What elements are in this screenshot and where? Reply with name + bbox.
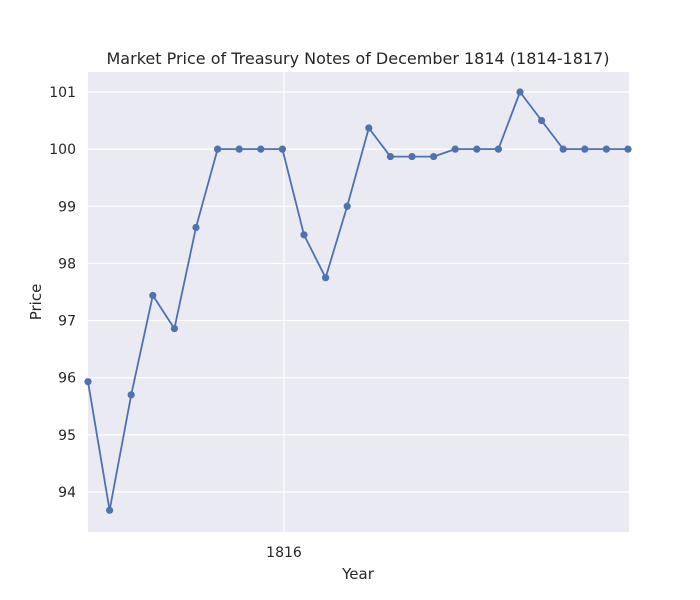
data-point xyxy=(278,145,286,153)
plot-background xyxy=(88,72,629,532)
data-point xyxy=(602,145,611,153)
series-line xyxy=(87,91,628,512)
axis-ticks: 94 95 96 97 98 99 100 101 1816 xyxy=(49,85,302,561)
data-point xyxy=(127,391,135,399)
x-axis-label: Year xyxy=(341,565,375,583)
y-tick-label: 99 xyxy=(58,199,76,215)
data-point xyxy=(365,124,373,132)
data-point xyxy=(170,324,178,333)
x-tick-label: 1816 xyxy=(266,545,302,561)
y-tick-label: 96 xyxy=(58,371,76,387)
data-point xyxy=(624,145,632,153)
y-tick-label: 100 xyxy=(49,142,76,158)
y-tick-label: 98 xyxy=(58,256,76,272)
data-point xyxy=(192,223,200,232)
data-point xyxy=(408,152,416,161)
data-point xyxy=(343,202,351,210)
data-point xyxy=(322,274,330,282)
y-axis-label: Price xyxy=(27,284,45,321)
data-point xyxy=(149,291,157,300)
data-point xyxy=(538,116,546,125)
y-tick-label: 94 xyxy=(58,485,76,501)
grid-lines xyxy=(88,72,629,532)
data-point xyxy=(386,152,394,161)
data-point xyxy=(451,145,459,153)
data-point xyxy=(257,145,265,153)
data-point xyxy=(214,145,222,153)
data-point xyxy=(559,145,567,153)
chart-title: Market Price of Treasury Notes of Decemb… xyxy=(107,49,610,68)
data-point xyxy=(430,152,438,161)
data-point xyxy=(235,145,243,153)
data-series xyxy=(84,88,632,514)
y-tick-label: 95 xyxy=(58,428,76,444)
data-point xyxy=(516,88,524,96)
data-point xyxy=(84,378,92,386)
y-tick-label: 97 xyxy=(58,314,76,330)
data-point xyxy=(494,145,502,153)
data-point xyxy=(106,506,114,514)
data-point xyxy=(473,145,481,153)
data-point xyxy=(300,231,308,239)
y-tick-label: 101 xyxy=(49,85,76,101)
data-point xyxy=(581,145,589,153)
